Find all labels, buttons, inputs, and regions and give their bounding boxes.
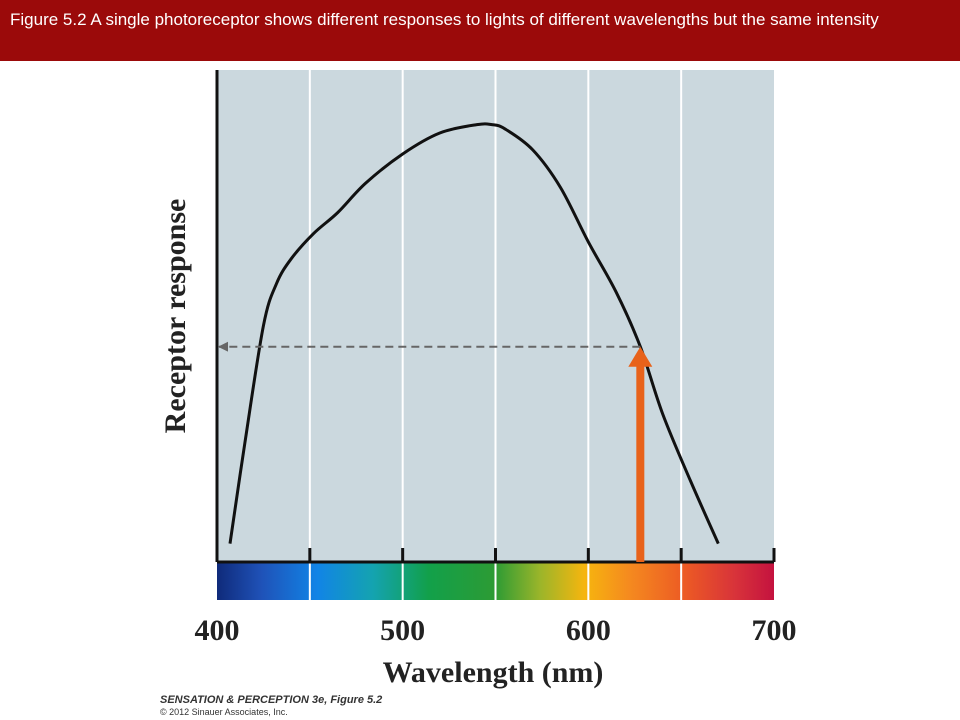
gridlines: [308, 70, 683, 562]
x-tick-label: 700: [752, 614, 797, 647]
x-tick-label: 400: [195, 614, 240, 647]
x-tick-label: 500: [380, 614, 425, 647]
credit-copyright: © 2012 Sinauer Associates, Inc.: [160, 707, 288, 717]
figure-caption: Figure 5.2 A single photoreceptor shows …: [0, 0, 960, 61]
x-axis-label: Wavelength (nm): [383, 656, 604, 689]
wavelength-arrow-head: [628, 346, 653, 367]
credit-title: SENSATION & PERCEPTION 3e, Figure 5.2: [160, 694, 383, 706]
x-tick-marks: [215, 548, 776, 562]
figure-credit: SENSATION & PERCEPTION 3e, Figure 5.2 © …: [160, 694, 382, 718]
response-curve: [228, 122, 720, 545]
x-tick-labels: 400 500 600 700: [195, 614, 797, 647]
x-tick-label: 600: [566, 614, 611, 647]
wavelength-arrow-shaft: [636, 364, 645, 562]
y-axis-label: Receptor response: [159, 199, 192, 434]
spectrum-dividers: [308, 562, 683, 600]
